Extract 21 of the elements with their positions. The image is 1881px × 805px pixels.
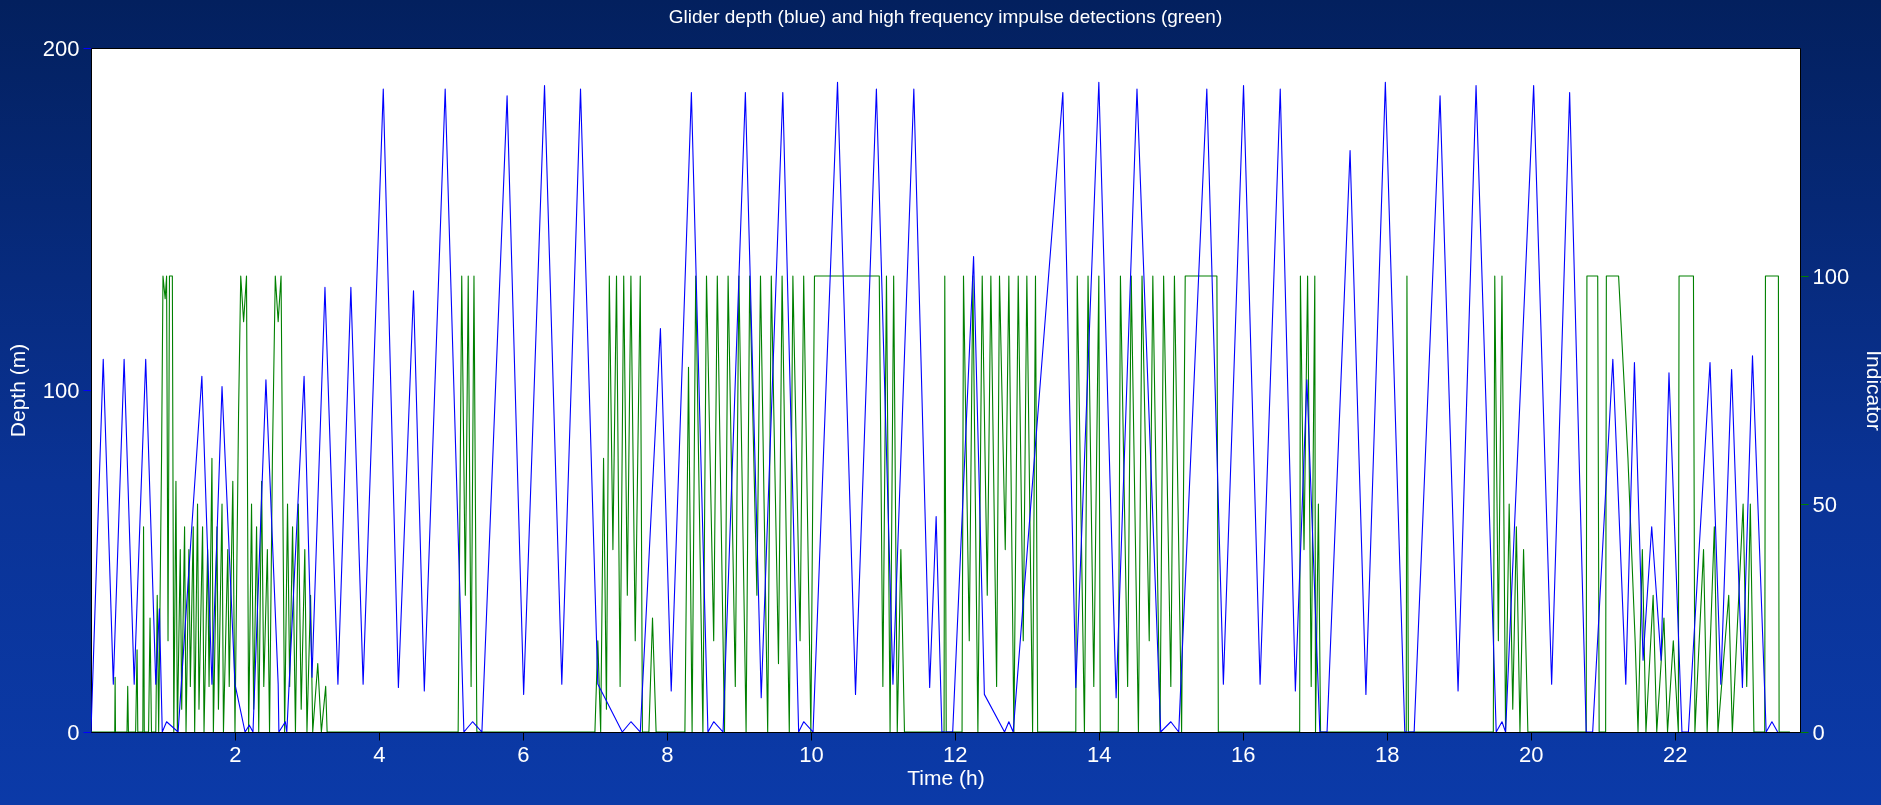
- line-series: [91, 275, 1791, 732]
- y2-tick-label: 0: [1812, 719, 1825, 745]
- y-axis-title: Depth (m): [5, 343, 29, 438]
- x-tick-label: 18: [1375, 741, 1400, 767]
- x-tick-label: 8: [661, 741, 674, 767]
- y2-tick-label: 100: [1812, 263, 1850, 289]
- x-tick-label: 4: [373, 741, 386, 767]
- x-tick-label: 22: [1663, 741, 1688, 767]
- x-tick-label: 12: [943, 741, 968, 767]
- x-tick-label: 6: [517, 741, 530, 767]
- x-tick-label: 10: [799, 741, 824, 767]
- y-tick-label: 100: [42, 377, 80, 403]
- x-tick-label: 16: [1231, 741, 1256, 767]
- x-tick-label: 2: [229, 741, 242, 767]
- y-tick-label: 0: [67, 719, 80, 745]
- y2-tick-label: 50: [1812, 491, 1837, 517]
- y-tick-label: 200: [42, 35, 80, 61]
- chart-title: Glider depth (blue) and high frequency impulse detections (green): [668, 6, 1223, 27]
- x-axis-title: Time (h): [907, 765, 985, 789]
- x-tick-label: 20: [1519, 741, 1544, 767]
- x-tick-label: 14: [1087, 741, 1112, 767]
